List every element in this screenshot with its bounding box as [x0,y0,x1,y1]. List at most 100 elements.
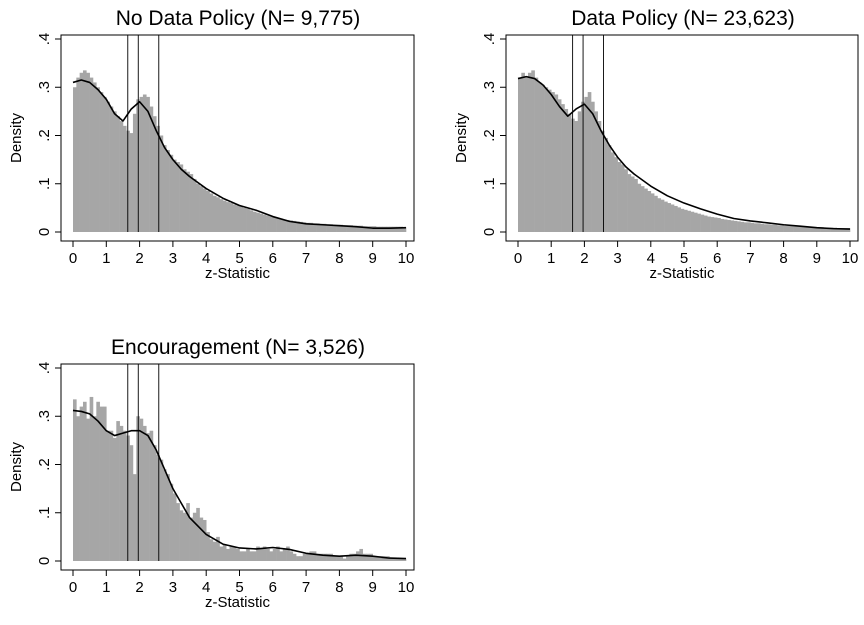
histogram-bar [346,556,350,561]
histogram-bar [541,84,545,233]
y-tick-label: .4 [36,362,53,375]
histogram-bar [119,121,124,232]
histogram-bar [129,445,134,561]
histogram-bar [116,116,120,232]
histogram-bar [677,207,681,232]
histogram-bar [376,226,380,232]
x-tick-label: 0 [514,250,522,267]
histogram-bar [346,225,350,232]
histogram-bar [229,546,234,561]
histogram-bar [86,418,90,561]
histogram-bar [162,145,167,232]
x-tick-label: 8 [335,579,343,596]
histogram-bar [329,224,334,232]
chart-panel-1: No Data Policy (N= 9,775) 0 1 2 3 4 5 6 7 8 9 10 z-S… [8,7,415,282]
histogram-bar [647,190,652,232]
histogram-bar [366,226,370,232]
histogram-bar [149,430,154,561]
histogram-bar [239,551,244,561]
histogram-bar [743,222,748,232]
histogram-bar [574,121,579,232]
histogram-bar [803,226,808,232]
histogram-bar [109,106,114,232]
histogram-bar [392,226,397,232]
histogram-bar [610,152,615,232]
histogram-bar [112,111,117,232]
histogram-bar [640,186,645,232]
histogram-bar [216,197,220,232]
histogram-bar [527,72,532,233]
histogram-bar [650,193,655,232]
histogram-bar [262,546,267,561]
histogram-bar [256,546,260,561]
histogram-bar [256,212,260,232]
x-tick-label: 7 [302,250,310,267]
x-tick-label: 4 [202,579,210,596]
histogram-bar [830,227,834,232]
histogram-bar [349,225,354,232]
histogram-bar [399,558,403,561]
histogram-bar [339,556,344,561]
histogram-bar [826,227,831,232]
x-tick-label: 6 [269,579,277,596]
histogram-bar [309,222,314,232]
histogram-bar [674,205,678,232]
histogram-bar [159,135,164,232]
histogram-bar [717,218,721,232]
histogram-bar [733,220,738,232]
histogram-bar [537,82,542,232]
histogram-bar [833,227,838,232]
histogram-bar [312,223,317,232]
histogram-bar [846,228,851,232]
histogram-bar [670,204,675,232]
histogram-bar [634,178,638,232]
histogram-bar [76,416,80,561]
histogram-bar [159,459,164,561]
histogram-bar [760,223,764,232]
histogram-bar [564,108,569,232]
histogram-bar [840,228,844,232]
histogram-bar [146,433,150,561]
histogram-bar [166,149,170,232]
x-tick-label: 7 [746,250,754,267]
histogram-bar [587,92,592,232]
histogram-bar [296,221,300,232]
histogram-bar [96,401,100,561]
histogram-bar [319,553,324,561]
histogram-bar [329,553,334,561]
histogram-bar [697,213,701,232]
histogram-bar [723,219,728,232]
histogram-bar [710,217,715,232]
histogram-bar [607,145,612,232]
histogram-bar [186,171,190,232]
histogram-bar [687,210,691,232]
histogram-bar [389,226,393,232]
histogram-bar [316,223,320,232]
histogram-bar [99,406,104,561]
histogram-bar [179,164,184,232]
histogram-bar [524,77,529,232]
density-curve [72,79,407,229]
histogram-bar [212,195,217,232]
histogram-bar [222,544,227,561]
histogram-bar [620,164,625,232]
histogram-bar [299,556,304,561]
histogram-bar [206,190,210,232]
histogram-bar [379,556,383,561]
histogram-bar [644,188,648,232]
histogram-bar [102,96,107,233]
histogram-bar [352,225,357,232]
histogram-bar [776,225,781,232]
histogram-bar [202,188,207,232]
histogram-bar [342,225,347,232]
histogram-bar [810,227,814,232]
y-tick-label: .3 [36,81,53,94]
x-tick-label: 10 [398,579,415,596]
histogram-bar [790,225,794,232]
histogram-bar [577,111,582,232]
histogram-bar [806,226,811,232]
histogram-bar [186,503,190,561]
x-tick-label: 1 [102,579,110,596]
chart-title: No Data Policy (N= 9,775) [116,7,361,30]
histogram-bar [259,548,264,561]
